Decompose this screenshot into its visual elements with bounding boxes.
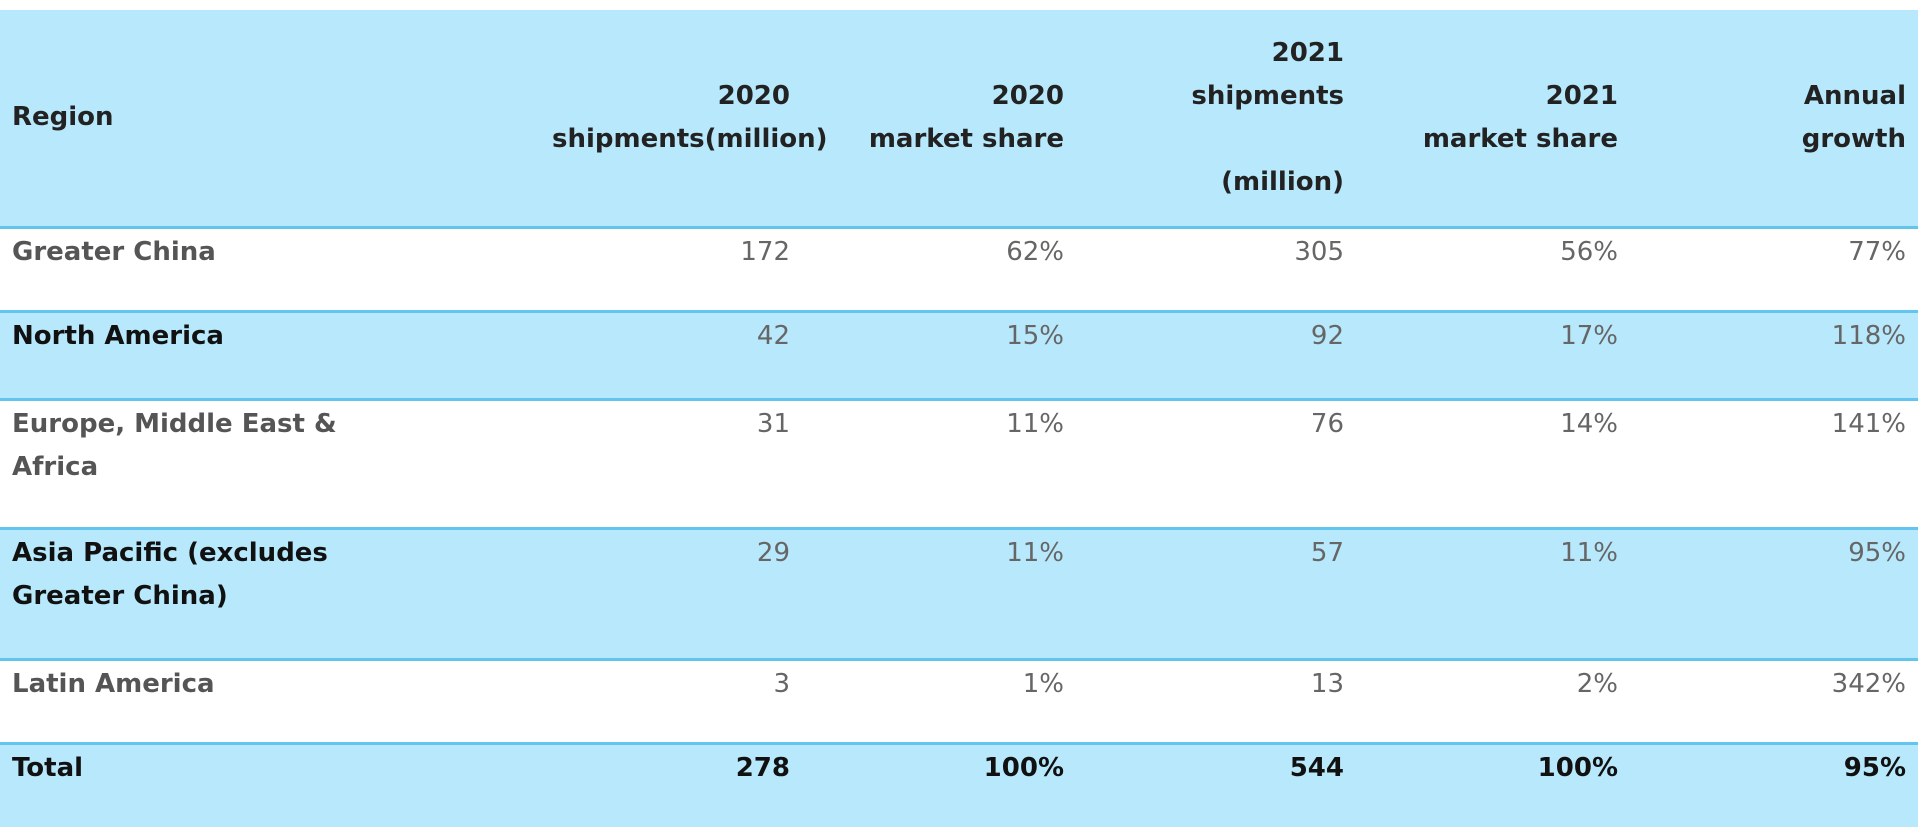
region-line: Africa (12, 451, 99, 482)
region-line: North America (12, 320, 224, 351)
header-line: Annual (1803, 80, 1906, 111)
header-shipments-2021: 2021 shipments (million) (1076, 10, 1356, 227)
header-line: market share (1422, 123, 1618, 154)
cell-share-2020: 15% (1006, 320, 1064, 351)
table-row: Latin America 3 1% 13 2% 342% (0, 659, 1918, 743)
header-line: (million) (1221, 166, 1344, 197)
region-line: Total (12, 752, 84, 783)
header-line: 2021 (1271, 37, 1344, 68)
shipments-table: Region 2020 shipments(million) 2020 mark… (0, 10, 1918, 819)
cell-shipments-2021: 13 (1310, 668, 1344, 699)
cell-shipments-2020: 42 (756, 320, 790, 351)
cell-shipments-2020: 31 (756, 408, 790, 439)
row-region-cell: Asia Pacific (excludes Greater China) (0, 528, 540, 659)
cell-share-2021: 17% (1560, 320, 1618, 351)
header-line: shipments(million) (552, 123, 828, 154)
cell-share-2020: 11% (1006, 408, 1064, 439)
cell-shipments-2021: 57 (1310, 537, 1344, 568)
row-region-cell: Total (0, 743, 540, 819)
header-line (1088, 118, 1344, 161)
header-annual-growth: Annual growth (1630, 10, 1918, 227)
region-line: Greater China) (12, 580, 228, 611)
cell-shipments-2020: 3 (773, 668, 790, 699)
cell-growth: 118% (1831, 320, 1906, 351)
region-line: Europe, Middle East & (12, 408, 337, 439)
cell-share-2021: 56% (1560, 236, 1618, 267)
header-line: growth (1801, 123, 1906, 154)
cell-shipments-2021: 92 (1310, 320, 1344, 351)
table-row: Europe, Middle East & Africa 31 11% 76 1… (0, 399, 1918, 528)
header-line: 2020 (717, 80, 790, 111)
cell-share-2020: 62% (1006, 236, 1064, 267)
table-row: North America 42 15% 92 17% 118% (0, 311, 1918, 399)
header-line: 2020 (991, 80, 1064, 111)
cell-share-2020: 100% (983, 752, 1064, 783)
header-line: shipments (1191, 80, 1344, 111)
cell-growth: 95% (1848, 537, 1906, 568)
cell-share-2020: 1% (1022, 668, 1064, 699)
cell-growth: 141% (1831, 408, 1906, 439)
cell-shipments-2021: 544 (1289, 752, 1344, 783)
header-line: 2021 (1545, 80, 1618, 111)
cell-growth: 77% (1848, 236, 1906, 267)
header-share-2020: 2020 market share (802, 10, 1076, 227)
region-line: Asia Pacific (excludes (12, 537, 328, 568)
cell-shipments-2021: 76 (1310, 408, 1344, 439)
cell-share-2021: 11% (1560, 537, 1618, 568)
cell-share-2021: 100% (1537, 752, 1618, 783)
header-region: Region (0, 10, 540, 227)
table-row: Asia Pacific (excludes Greater China) 29… (0, 528, 1918, 659)
header-shipments-2020: 2020 shipments(million) (540, 10, 828, 227)
table-header-row: Region 2020 shipments(million) 2020 mark… (0, 10, 1918, 227)
row-region-cell: North America (0, 311, 540, 399)
cell-share-2021: 14% (1560, 408, 1618, 439)
table-row: Greater China 172 62% 305 56% 77% (0, 227, 1918, 311)
cell-shipments-2021: 305 (1294, 236, 1344, 267)
cell-shipments-2020: 278 (735, 752, 790, 783)
row-region-cell: Latin America (0, 659, 540, 743)
region-line: Latin America (12, 668, 215, 699)
header-region-line: Region (12, 102, 114, 133)
header-line: market share (868, 123, 1064, 154)
cell-growth: 95% (1843, 752, 1906, 783)
header-share-2021: 2021 market share (1356, 10, 1630, 227)
cell-growth: 342% (1831, 668, 1906, 699)
cell-share-2020: 11% (1006, 537, 1064, 568)
cell-share-2021: 2% (1576, 668, 1618, 699)
region-line: Greater China (12, 236, 216, 267)
row-region-cell: Europe, Middle East & Africa (0, 399, 540, 528)
cell-shipments-2020: 172 (740, 236, 790, 267)
table-bottom-fill (0, 788, 1918, 827)
cell-shipments-2020: 29 (756, 537, 790, 568)
row-region-cell: Greater China (0, 227, 540, 311)
